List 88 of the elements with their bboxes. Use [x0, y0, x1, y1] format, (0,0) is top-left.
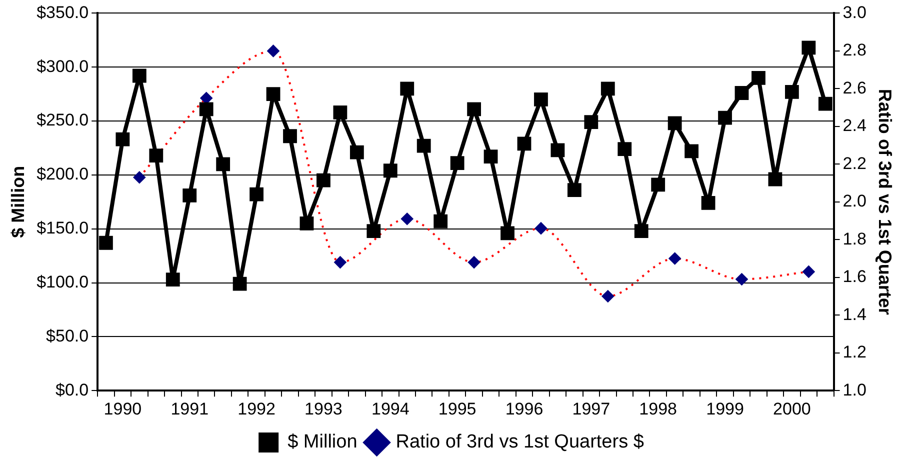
- y-tick-label: $300.0: [36, 56, 89, 76]
- point: [718, 110, 732, 125]
- point: [484, 150, 498, 164]
- x-tick-label: 1992: [238, 399, 276, 418]
- x-tick-label: 1999: [706, 399, 744, 418]
- x-tick-label: 1996: [505, 399, 544, 418]
- point: [517, 136, 532, 151]
- point: [468, 256, 480, 268]
- y-tick-label: $200.0: [36, 164, 89, 184]
- legend-label: Ratio of 3rd vs 1st Quarters $: [396, 432, 644, 453]
- x-tick-label: 1990: [104, 399, 142, 418]
- y2-tick-label: 1.0: [842, 380, 866, 400]
- y2-tick-label: 2.6: [842, 78, 866, 98]
- point: [768, 172, 782, 186]
- y-tick-label: $100.0: [36, 272, 89, 292]
- y-tick-label: $150.0: [36, 218, 89, 238]
- x-tick-label: 2000: [773, 399, 811, 418]
- point: [500, 226, 514, 240]
- y2-tick-label: 2.2: [842, 154, 866, 173]
- point: [752, 70, 766, 85]
- legend-label: $ Million: [288, 432, 358, 453]
- point: [701, 196, 716, 210]
- point: [534, 222, 547, 234]
- point: [401, 212, 414, 225]
- y2-tick-label: 1.8: [842, 229, 866, 248]
- point: [216, 157, 230, 172]
- y2-axis-title: Ratio of 3rd vs 1st Quarter: [875, 88, 896, 315]
- point: [602, 290, 614, 302]
- point: [182, 188, 197, 202]
- point: [684, 144, 699, 158]
- point: [383, 164, 398, 178]
- point: [450, 156, 464, 170]
- y-tick-label: $50.0: [46, 326, 89, 346]
- y2-tick-label: 2.8: [842, 40, 866, 60]
- point: [232, 276, 247, 291]
- x-tick-label: 1991: [170, 399, 209, 418]
- point: [316, 173, 330, 188]
- point: [802, 266, 815, 278]
- y2-tick-label: 1.2: [842, 342, 866, 362]
- point: [567, 183, 582, 197]
- point: [416, 138, 431, 153]
- point: [400, 82, 414, 96]
- point: [736, 273, 748, 286]
- point: [99, 236, 113, 250]
- point: [734, 86, 749, 100]
- point: [550, 143, 565, 158]
- point: [266, 87, 280, 102]
- point: [132, 68, 146, 83]
- point: [283, 129, 297, 144]
- point: [149, 148, 164, 162]
- point: [434, 214, 448, 228]
- point: [334, 256, 346, 268]
- point: [133, 171, 146, 184]
- y2-tick-label: 2.0: [842, 192, 866, 211]
- point: [651, 178, 666, 192]
- point: [784, 84, 799, 99]
- point: [333, 105, 348, 120]
- point: [668, 116, 682, 130]
- y2-tick-label: 2.4: [842, 116, 866, 136]
- point: [818, 96, 832, 111]
- point: [668, 252, 681, 265]
- x-tick-label: 1998: [639, 399, 678, 418]
- point: [584, 115, 598, 130]
- y2-tick-label: 1.4: [842, 304, 866, 324]
- point: [366, 224, 381, 238]
- point: [634, 224, 648, 238]
- x-tick-label: 1994: [371, 399, 410, 418]
- point: [802, 40, 816, 55]
- x-tick-label: 1997: [572, 399, 610, 418]
- y2-tick-label: 3.0: [842, 2, 866, 22]
- point: [199, 102, 214, 116]
- point: [166, 272, 180, 286]
- point: [250, 187, 264, 202]
- y-tick-label: $0.0: [56, 380, 89, 400]
- y-axis-title: $ Million: [8, 166, 28, 238]
- x-tick-label: 1993: [304, 399, 342, 418]
- point: [350, 145, 364, 160]
- point: [467, 102, 481, 116]
- y-tick-label: $250.0: [36, 110, 89, 130]
- point: [618, 142, 632, 156]
- y2-tick-label: 1.6: [842, 267, 866, 286]
- point: [116, 132, 130, 146]
- point: [534, 92, 548, 106]
- point: [267, 44, 280, 57]
- x-tick-label: 1995: [438, 399, 476, 418]
- y-tick-label: $350.0: [36, 2, 89, 22]
- point: [300, 216, 314, 230]
- point: [600, 82, 615, 96]
